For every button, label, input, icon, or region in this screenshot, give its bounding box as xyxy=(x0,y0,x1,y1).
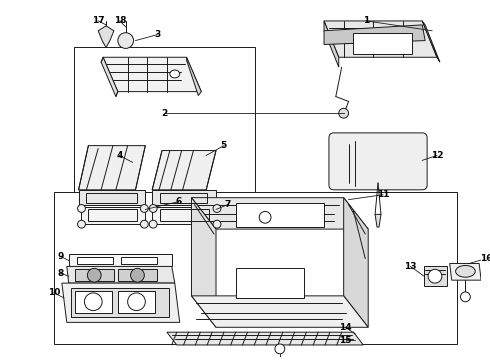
Polygon shape xyxy=(187,57,201,95)
Bar xyxy=(121,257,157,265)
Bar xyxy=(236,203,324,227)
Bar xyxy=(74,269,114,281)
Bar xyxy=(118,269,157,281)
Polygon shape xyxy=(69,254,172,266)
Text: 5: 5 xyxy=(221,141,227,150)
Polygon shape xyxy=(192,198,368,229)
Polygon shape xyxy=(80,207,146,224)
Bar xyxy=(54,192,457,344)
Circle shape xyxy=(149,220,157,228)
Polygon shape xyxy=(424,266,447,286)
FancyBboxPatch shape xyxy=(329,133,427,190)
Bar xyxy=(74,291,112,312)
Circle shape xyxy=(77,220,85,228)
Text: 13: 13 xyxy=(404,262,416,271)
Bar xyxy=(353,33,413,54)
Text: 1: 1 xyxy=(364,17,370,26)
Polygon shape xyxy=(103,57,201,92)
Circle shape xyxy=(141,220,148,228)
Polygon shape xyxy=(422,21,440,62)
Text: 17: 17 xyxy=(92,17,104,26)
Circle shape xyxy=(141,204,148,212)
Text: 6: 6 xyxy=(175,197,182,206)
Polygon shape xyxy=(324,21,339,67)
Polygon shape xyxy=(192,296,368,327)
Bar xyxy=(160,210,209,221)
Circle shape xyxy=(339,108,348,118)
Circle shape xyxy=(84,293,102,311)
Polygon shape xyxy=(98,26,114,48)
Ellipse shape xyxy=(456,265,475,277)
Bar xyxy=(160,193,207,203)
Bar xyxy=(118,291,155,312)
Text: 9: 9 xyxy=(58,252,64,261)
Circle shape xyxy=(77,204,85,212)
Circle shape xyxy=(118,33,134,49)
Polygon shape xyxy=(67,266,175,283)
Circle shape xyxy=(131,268,145,282)
Polygon shape xyxy=(324,25,425,45)
Polygon shape xyxy=(375,214,381,227)
Text: 11: 11 xyxy=(377,190,389,199)
Text: 8: 8 xyxy=(58,269,64,278)
Text: 4: 4 xyxy=(116,151,122,160)
Text: 12: 12 xyxy=(431,151,443,160)
Bar xyxy=(236,268,304,298)
Polygon shape xyxy=(101,57,118,96)
Circle shape xyxy=(213,220,221,228)
Circle shape xyxy=(461,292,470,302)
Polygon shape xyxy=(152,190,216,204)
Text: 2: 2 xyxy=(161,109,168,118)
Circle shape xyxy=(213,204,221,212)
Text: 15: 15 xyxy=(340,336,352,345)
Bar xyxy=(74,48,255,234)
Text: 7: 7 xyxy=(224,200,231,209)
Circle shape xyxy=(128,293,146,311)
Polygon shape xyxy=(62,283,180,322)
Polygon shape xyxy=(78,190,146,204)
Text: 10: 10 xyxy=(48,288,60,297)
Circle shape xyxy=(275,344,285,354)
Text: 3: 3 xyxy=(154,30,160,39)
Text: 18: 18 xyxy=(114,17,126,26)
Polygon shape xyxy=(343,198,368,327)
Polygon shape xyxy=(78,146,146,190)
Text: 16: 16 xyxy=(480,254,490,263)
Bar xyxy=(86,193,138,203)
Bar xyxy=(76,257,113,265)
Circle shape xyxy=(87,268,101,282)
Polygon shape xyxy=(152,207,218,224)
Polygon shape xyxy=(167,332,363,345)
Bar xyxy=(88,210,138,221)
Text: 14: 14 xyxy=(339,323,352,332)
Circle shape xyxy=(259,211,271,223)
Circle shape xyxy=(428,269,442,283)
Bar xyxy=(71,288,169,318)
Polygon shape xyxy=(324,21,437,57)
Circle shape xyxy=(149,204,157,212)
Polygon shape xyxy=(152,150,216,190)
Polygon shape xyxy=(450,264,481,280)
Ellipse shape xyxy=(170,70,180,78)
Polygon shape xyxy=(192,198,216,327)
